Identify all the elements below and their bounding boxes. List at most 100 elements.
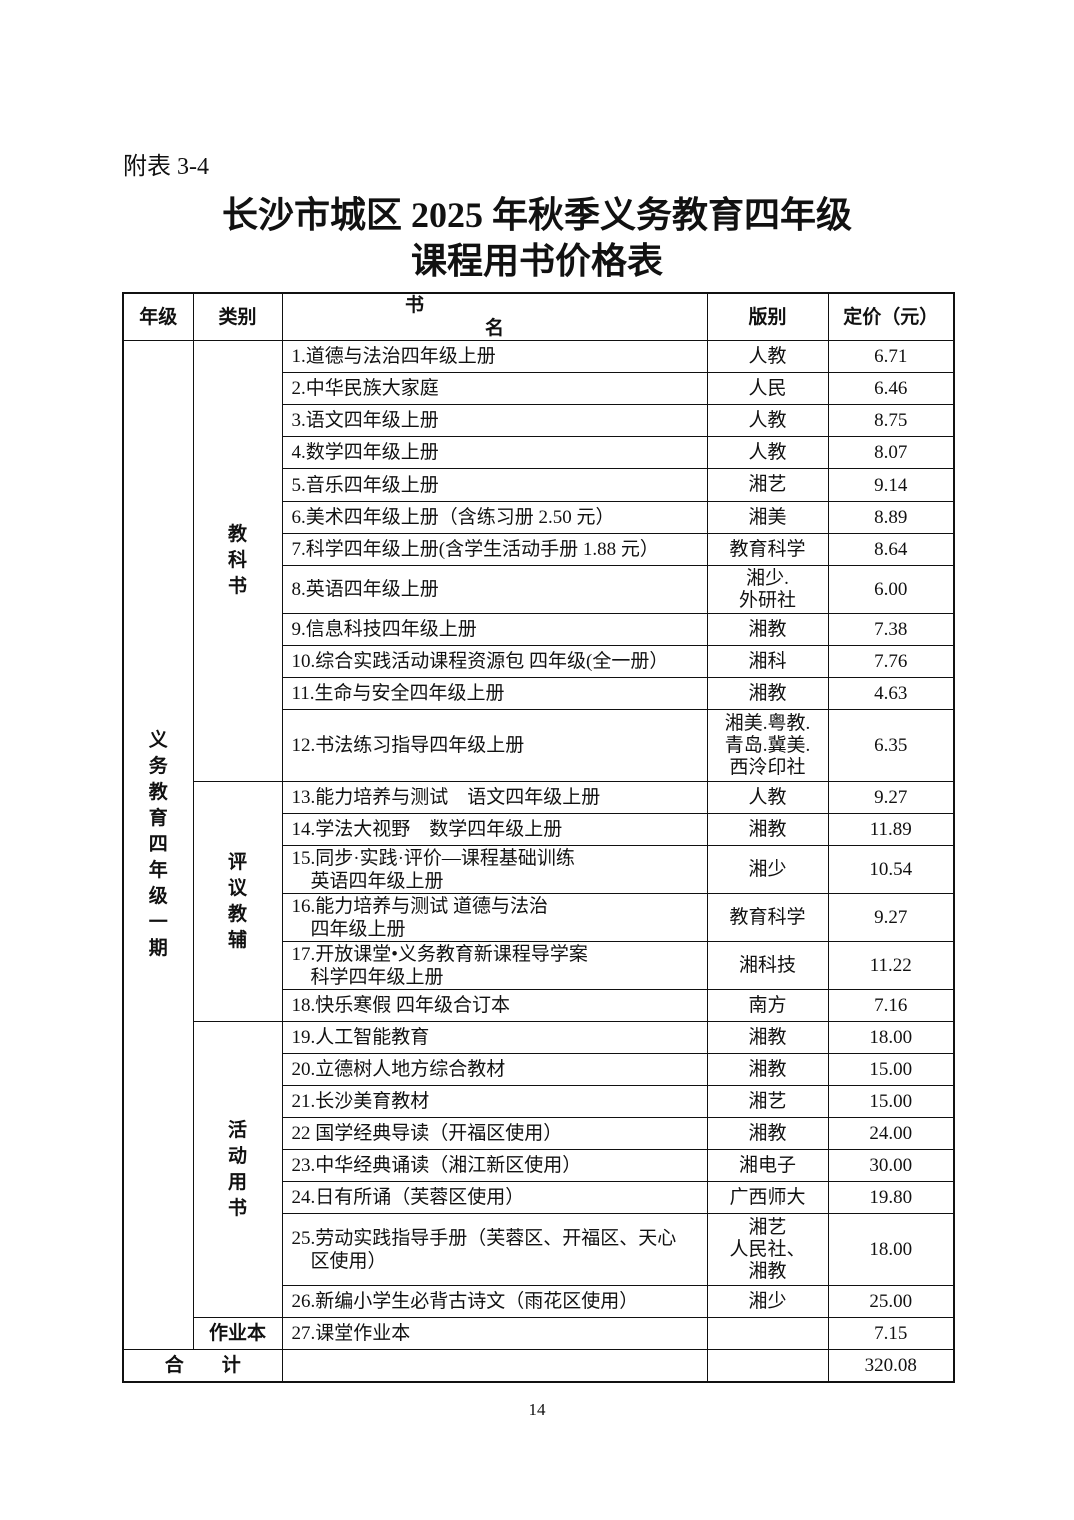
table-row: 8.英语四年级上册 湘少. 外研社 6.00 xyxy=(123,565,955,614)
book-name: 18.快乐寒假 四年级合订本 xyxy=(281,989,708,1022)
table-row: 12.书法练习指导四年级上册 湘美.粤教. 青岛.冀美. 西泠印社 6.35 xyxy=(123,709,955,782)
price: 18.00 xyxy=(827,1213,955,1286)
header-row: 年级 类别 书名 版别 定价（元） xyxy=(122,292,955,341)
book-name: 15.同步·实践·评价—课程基础训练 英语四年级上册 xyxy=(281,845,708,894)
publisher: 湘教 xyxy=(706,613,829,646)
table-row: 9.信息科技四年级上册 湘教 7.38 xyxy=(123,613,955,646)
book-name: 17.开放课堂•义务教育新课程导学案 科学四年级上册 xyxy=(281,941,708,990)
book-name: 27.课堂作业本 xyxy=(281,1317,708,1350)
book-name: 10.综合实践活动课程资源包 四年级(全一册） xyxy=(281,645,708,678)
grade-cell: 义务教育四年级一期 xyxy=(122,340,194,1350)
table-row: 评议教辅 13.能力培养与测试 语文四年级上册 人教 9.27 xyxy=(123,781,955,1022)
price: 6.71 xyxy=(827,340,955,373)
category-label: 评议教辅 xyxy=(227,851,247,951)
price: 6.46 xyxy=(827,372,955,405)
publisher: 湘教 xyxy=(706,1053,829,1086)
publisher: 湘美.粤教. 青岛.冀美. 西泠印社 xyxy=(706,709,829,782)
price: 15.00 xyxy=(827,1085,955,1118)
publisher: 广西师大 xyxy=(706,1181,829,1214)
publisher: 南方 xyxy=(706,989,829,1022)
appendix-label: 附表 3-4 xyxy=(123,154,209,180)
book-name: 9.信息科技四年级上册 xyxy=(281,613,708,646)
book-name: 5.音乐四年级上册 xyxy=(281,468,708,502)
book-name: 13.能力培养与测试 语文四年级上册 xyxy=(281,781,708,814)
table-row: 5.音乐四年级上册 湘艺 9.14 xyxy=(123,468,955,502)
publisher: 湘少 xyxy=(706,845,829,894)
book-name: 24.日有所诵（芙蓉区使用） xyxy=(281,1181,708,1214)
table-row: 15.同步·实践·评价—课程基础训练 英语四年级上册 湘少 10.54 xyxy=(123,845,955,894)
price: 8.75 xyxy=(827,404,955,437)
header-category: 类别 xyxy=(192,292,283,341)
publisher: 湘教 xyxy=(706,813,829,846)
table-row: 6.美术四年级上册（含练习册 2.50 元） 湘美 8.89 xyxy=(123,501,955,534)
total-row: 合 计 320.08 xyxy=(122,1349,955,1382)
header-price: 定价（元） xyxy=(827,292,955,341)
price: 24.00 xyxy=(827,1117,955,1150)
publisher: 湘科 xyxy=(706,645,829,678)
table-row: 25.劳动实践指导手册（芙蓉区、开福区、天心 区使用） 湘艺 人民社、 湘教 18.… xyxy=(123,1213,955,1286)
page-title: 长沙市城区 2025 年秋季义务教育四年级 xyxy=(221,195,852,235)
book-name: 16.能力培养与测试 道德与法治 四年级上册 xyxy=(281,893,708,942)
publisher: 人教 xyxy=(706,781,829,814)
publisher: 湘艺 xyxy=(706,468,829,502)
book-name: 25.劳动实践指导手册（芙蓉区、开福区、天心 区使用） xyxy=(281,1213,708,1286)
table-row: 作业本 27.课堂作业本 7.15 xyxy=(123,1317,955,1350)
price: 11.89 xyxy=(827,813,955,846)
price: 8.64 xyxy=(827,533,955,566)
total-name-empty xyxy=(281,1349,708,1382)
price: 9.27 xyxy=(827,893,955,942)
price: 9.14 xyxy=(827,468,955,502)
publisher: 人教 xyxy=(706,436,829,469)
publisher: 湘教 xyxy=(706,1021,829,1054)
price: 7.16 xyxy=(827,989,955,1022)
table-row: 14.学法大视野 数学四年级上册 湘教 11.89 xyxy=(123,813,955,846)
table-row: 21.长沙美育教材 湘艺 15.00 xyxy=(123,1085,955,1118)
book-name: 4.数学四年级上册 xyxy=(281,436,708,469)
price: 9.27 xyxy=(827,781,955,814)
book-name: 1.道德与法治四年级上册 xyxy=(281,340,708,373)
book-name: 3.语文四年级上册 xyxy=(281,404,708,437)
price: 7.15 xyxy=(827,1317,955,1350)
publisher: 湘艺 xyxy=(706,1085,829,1118)
table-row: 3.语文四年级上册 人教 8.75 xyxy=(123,404,955,437)
book-name: 22 国学经典导读（开福区使用） xyxy=(281,1117,708,1150)
book-name: 14.学法大视野 数学四年级上册 xyxy=(281,813,708,846)
publisher: 湘少. 外研社 xyxy=(706,565,829,614)
book-name: 23.中华经典诵读（湘江新区使用） xyxy=(281,1149,708,1182)
book-name: 26.新编小学生必背古诗文（雨花区使用） xyxy=(281,1285,708,1318)
table-row: 10.综合实践活动课程资源包 四年级(全一册） 湘科 7.76 xyxy=(123,645,955,678)
price: 4.63 xyxy=(827,677,955,710)
publisher: 人教 xyxy=(706,340,829,373)
price: 6.35 xyxy=(827,709,955,782)
page-subtitle: 课程用书价格表 xyxy=(410,241,663,281)
table-row: 活动用书 19.人工智能教育 湘教 18.00 xyxy=(123,1021,955,1318)
category-cell-homework: 作业本 xyxy=(192,1317,283,1350)
category-label: 教科书 xyxy=(227,524,247,597)
price: 30.00 xyxy=(827,1149,955,1182)
price: 7.76 xyxy=(827,645,955,678)
price: 11.22 xyxy=(827,941,955,990)
book-name: 8.英语四年级上册 xyxy=(281,565,708,614)
publisher: 湘艺 人民社、 湘教 xyxy=(706,1213,829,1286)
header-name-part: 书 xyxy=(404,295,424,316)
page-number: 14 xyxy=(528,1400,546,1419)
price: 8.89 xyxy=(827,501,955,534)
category-label: 活动用书 xyxy=(227,1119,247,1219)
book-name: 20.立德树人地方综合教材 xyxy=(281,1053,708,1086)
header-name-part: 名 xyxy=(484,318,504,339)
price: 18.00 xyxy=(827,1021,955,1054)
header-grade: 年级 xyxy=(122,292,194,341)
price: 10.54 xyxy=(827,845,955,894)
table-row: 18.快乐寒假 四年级合订本 南方 7.16 xyxy=(123,989,955,1022)
total-label: 合 计 xyxy=(122,1349,283,1382)
table-row: 4.数学四年级上册 人教 8.07 xyxy=(123,436,955,469)
price-table: 年级 类别 书名 版别 定价（元） 义务教育四年级一期 教科书 1.道德与法治四年级… xyxy=(122,292,955,1383)
book-name: 12.书法练习指导四年级上册 xyxy=(281,709,708,782)
publisher: 湘电子 xyxy=(706,1149,829,1182)
price: 8.07 xyxy=(827,436,955,469)
book-name: 19.人工智能教育 xyxy=(281,1021,708,1054)
category-cell-textbook: 教科书 xyxy=(192,340,283,782)
publisher: 湘科技 xyxy=(706,941,829,990)
publisher: 人民 xyxy=(706,372,829,405)
publisher xyxy=(706,1317,829,1350)
